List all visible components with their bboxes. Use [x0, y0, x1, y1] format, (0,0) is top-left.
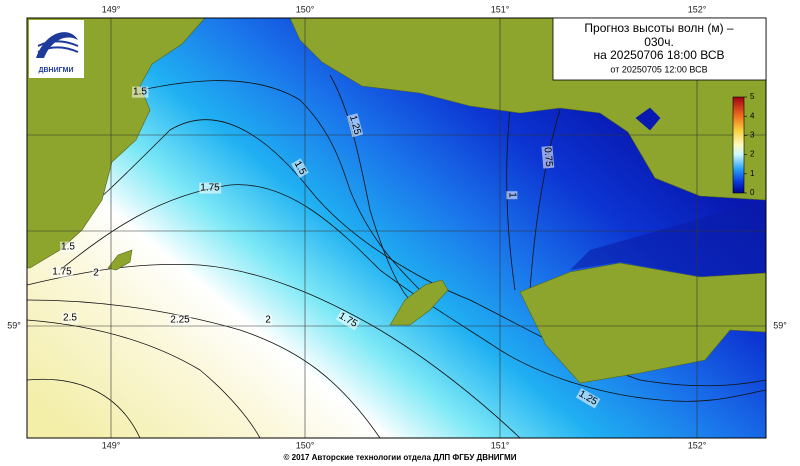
contour-label-bg [199, 182, 222, 194]
colorbar-label: 1 [750, 169, 755, 178]
contour [39, 119, 767, 387]
lon-label: 150° [296, 4, 315, 14]
lon-label: 149° [102, 440, 121, 450]
contour [529, 109, 561, 291]
contour-label-bg [132, 86, 149, 98]
contour-label: 2.25 [170, 315, 190, 326]
land-east [519, 262, 767, 384]
contour-label-bg [575, 387, 601, 409]
graticule [27, 18, 766, 438]
title-line: от 20250705 12:00 ВСВ [610, 64, 707, 74]
contour-label-bg [346, 113, 364, 138]
colorbar-label: 2 [750, 150, 755, 159]
map-frame [26, 17, 767, 439]
contour-label-bg [506, 191, 518, 200]
contour-label: 1 [506, 192, 517, 198]
contour-label-bg [51, 266, 74, 278]
footer: © 2017 Авторские технологии отдела ДЛП Ф… [284, 453, 517, 462]
contour-label-bg [92, 267, 101, 279]
contour-label: 2.5 [63, 313, 77, 324]
contour-label: 1.75 [52, 267, 72, 278]
contour [329, 74, 411, 301]
contour-label: 1.75 [200, 183, 220, 194]
contour-label: 1.5 [133, 87, 147, 98]
land-west [26, 17, 206, 269]
lon-label: 151° [491, 440, 510, 450]
lon-label: 150° [296, 440, 315, 450]
contour-label-bg [264, 314, 273, 326]
contour-label-bg [335, 309, 361, 331]
title-line: 030ч. [644, 35, 674, 49]
contour-label-bg [541, 145, 555, 169]
logo: ДВНИГМИ [36, 32, 79, 74]
contour-label-bg [60, 241, 77, 253]
colorbar-label: 0 [750, 188, 755, 197]
colorbar-label: 3 [750, 131, 755, 140]
island [389, 279, 449, 326]
contour-label: 2 [93, 268, 99, 279]
lat-label: 59° [773, 320, 787, 330]
island [635, 107, 661, 131]
contour-label: 1.5 [61, 242, 75, 253]
lat-label: 59° [7, 320, 21, 330]
deep-bay [570, 200, 766, 276]
contour [119, 80, 421, 291]
contour-label-bg [291, 158, 309, 179]
colorbar-label: 4 [750, 111, 755, 120]
contour-label: 0.75 [542, 147, 555, 168]
lon-label: 149° [102, 4, 121, 14]
contour-label: 1.25 [347, 114, 363, 136]
title-line: на 20250706 18:00 ВСВ [594, 48, 725, 62]
contour [26, 378, 141, 439]
contour-label-bg [169, 314, 192, 326]
lon-label: 152° [688, 4, 707, 14]
contour-label-bg [62, 312, 79, 324]
island [107, 249, 133, 271]
colorbar [732, 96, 745, 194]
lon-label: 151° [491, 4, 510, 14]
contour [26, 299, 381, 439]
title-line: Прогноз высоты волн (м) – [584, 21, 734, 35]
logo-box [29, 20, 84, 78]
logo-text: ДВНИГМИ [39, 67, 74, 74]
title-box [552, 17, 767, 81]
contour-label: 2 [265, 315, 271, 326]
colorbar-ticks: 0 1 2 3 4 5 [744, 92, 755, 197]
colorbar-label: 5 [750, 92, 755, 101]
lon-label: 152° [688, 440, 707, 450]
